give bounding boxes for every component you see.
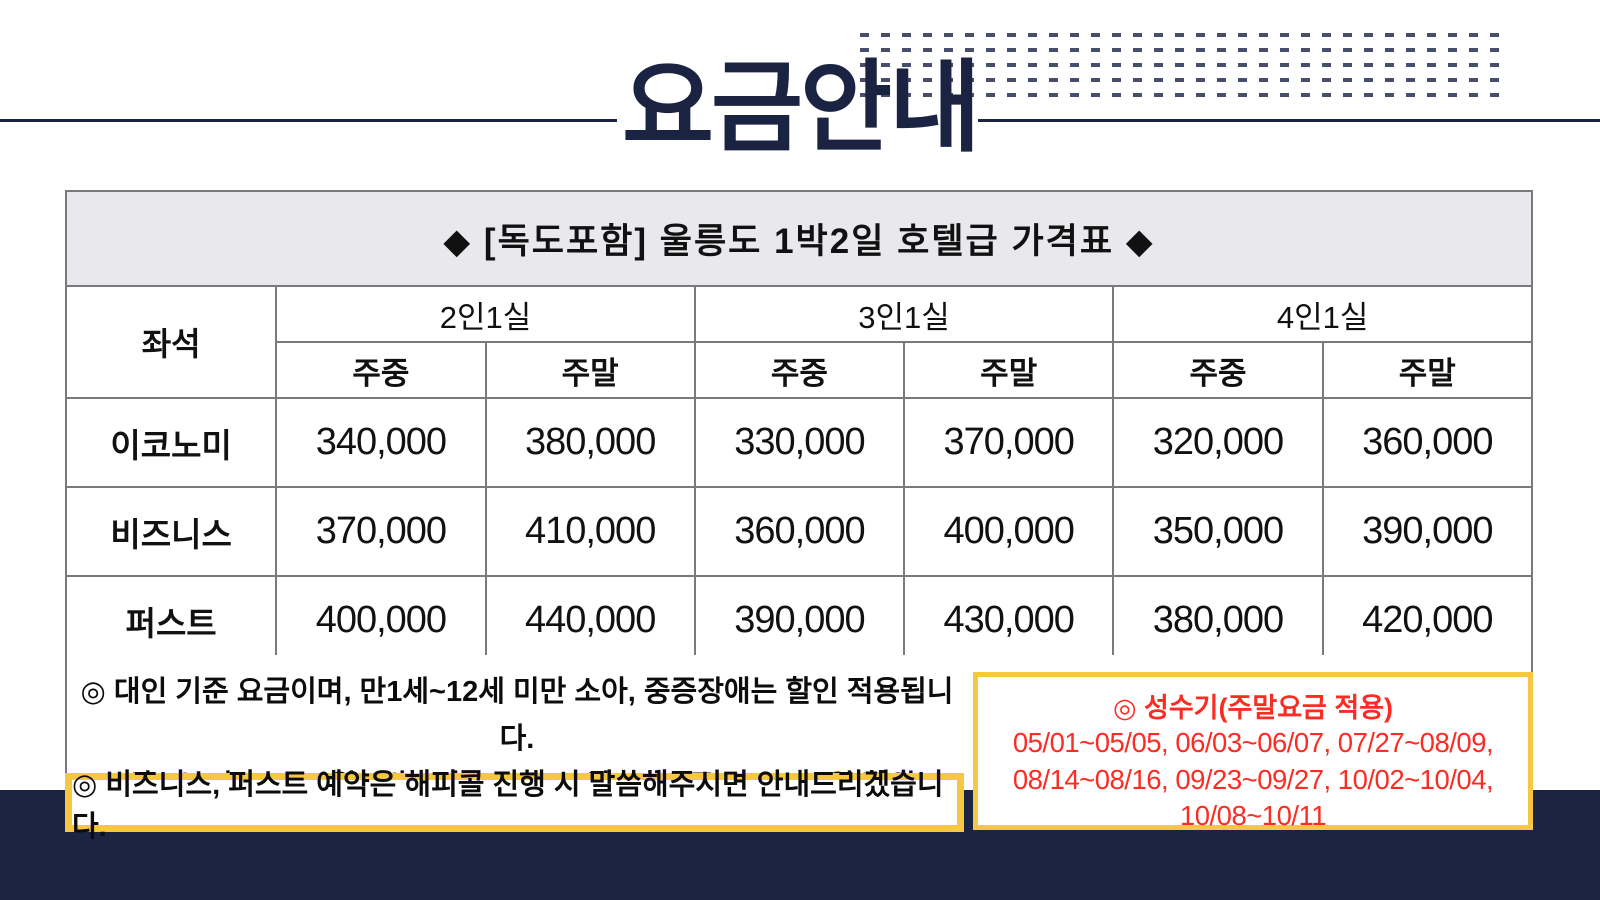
peak-season-dates-line3: 10/08~10/11 (1179, 800, 1327, 832)
price-cell: 330,000 (693, 397, 906, 488)
price-cell: 370,000 (275, 486, 487, 577)
price-table: ◆ [독도포함] 울릉도 1박2일 호텔급 가격표 ◆ 좌석 2인1실 3인1실… (64, 190, 1534, 666)
price-cell: 390,000 (693, 575, 906, 666)
price-cell: 320,000 (1112, 397, 1324, 488)
group-header-2person: 2인1실 (275, 285, 696, 343)
price-cell: 430,000 (903, 575, 1115, 666)
sub-header-row: 주중 주말 주중 주말 주중 주말 (66, 341, 1534, 399)
subheader-weekend-3p: 주말 (903, 341, 1115, 399)
peak-season-title: ◎ 성수기(주말요금 적용) (1112, 693, 1394, 723)
price-cell: 340,000 (275, 397, 487, 488)
price-cell: 350,000 (1112, 486, 1324, 577)
price-cell: 360,000 (1321, 397, 1534, 488)
table-row-economy: 이코노미 340,000 380,000 330,000 370,000 320… (64, 397, 1534, 488)
peak-season-dates-line2: 08/14~08/16, 09/23~09/27, 10/02~10/04, (1012, 763, 1494, 795)
price-cell: 400,000 (903, 486, 1115, 577)
title-rule-left (0, 119, 617, 122)
dot-pattern-decoration (860, 28, 1500, 97)
subheader-weekday-4p: 주중 (1112, 341, 1324, 399)
table-caption: ◆ [독도포함] 울릉도 1박2일 호텔급 가격표 ◆ (65, 190, 1533, 287)
reservation-note-text: ◎ 비즈니스, 퍼스트 예약은 해피콜 진행 시 말씀해주시면 안내드리겠습니다… (72, 768, 944, 843)
notes-area: ◎ 대인 기준 요금이며, 만1세~12세 미만 소아, 중증장애는 할인 적용… (65, 655, 1533, 843)
subheader-weekday-3p: 주중 (693, 341, 906, 399)
reservation-note-box: ◎ 비즈니스, 퍼스트 예약은 해피콜 진행 시 말씀해주시면 안내드리겠습니다… (65, 769, 964, 843)
row-label-economy: 이코노미 (64, 397, 278, 488)
price-cell: 380,000 (1112, 575, 1324, 666)
table-row-first: 퍼스트 400,000 440,000 390,000 430,000 380,… (64, 575, 1534, 666)
table-caption-row: ◆ [독도포함] 울릉도 1박2일 호텔급 가격표 ◆ (65, 190, 1533, 287)
price-cell: 410,000 (484, 486, 696, 577)
table-row-business: 비즈니스 370,000 410,000 360,000 400,000 350… (64, 486, 1534, 577)
group-header-row: 좌석 2인1실 3인1실 4인1실 (64, 285, 1533, 399)
group-header-4person: 4인1실 (1112, 285, 1533, 343)
group-header-3person: 3인1실 (693, 285, 1115, 343)
price-cell: 420,000 (1321, 575, 1534, 666)
price-cell: 360,000 (693, 486, 906, 577)
subheader-weekend-4p: 주말 (1321, 341, 1534, 399)
price-cell: 440,000 (484, 575, 696, 666)
adult-fare-note-line1: ◎ 대인 기준 요금이며, 만1세~12세 미만 소아, 중증장애는 할인 적용… (80, 676, 954, 755)
row-label-first: 퍼스트 (64, 575, 278, 666)
peak-season-dates-line1: 05/01~05/05, 06/03~06/07, 07/27~08/09, (1012, 727, 1494, 758)
price-cell: 390,000 (1321, 486, 1534, 577)
price-cell: 370,000 (903, 397, 1115, 488)
page-title: 요금안내 (622, 52, 981, 164)
subheader-weekend-2p: 주말 (484, 341, 696, 399)
price-cell: 380,000 (484, 397, 696, 488)
seat-column-header: 좌석 (64, 285, 278, 399)
subheader-weekday-2p: 주중 (275, 341, 487, 399)
peak-season-box: ◎ 성수기(주말요금 적용) 05/01~05/05, 06/03~06/07,… (973, 672, 1533, 831)
price-cell: 400,000 (275, 575, 487, 666)
row-label-business: 비즈니스 (64, 486, 278, 577)
title-rule-right (978, 119, 1600, 122)
